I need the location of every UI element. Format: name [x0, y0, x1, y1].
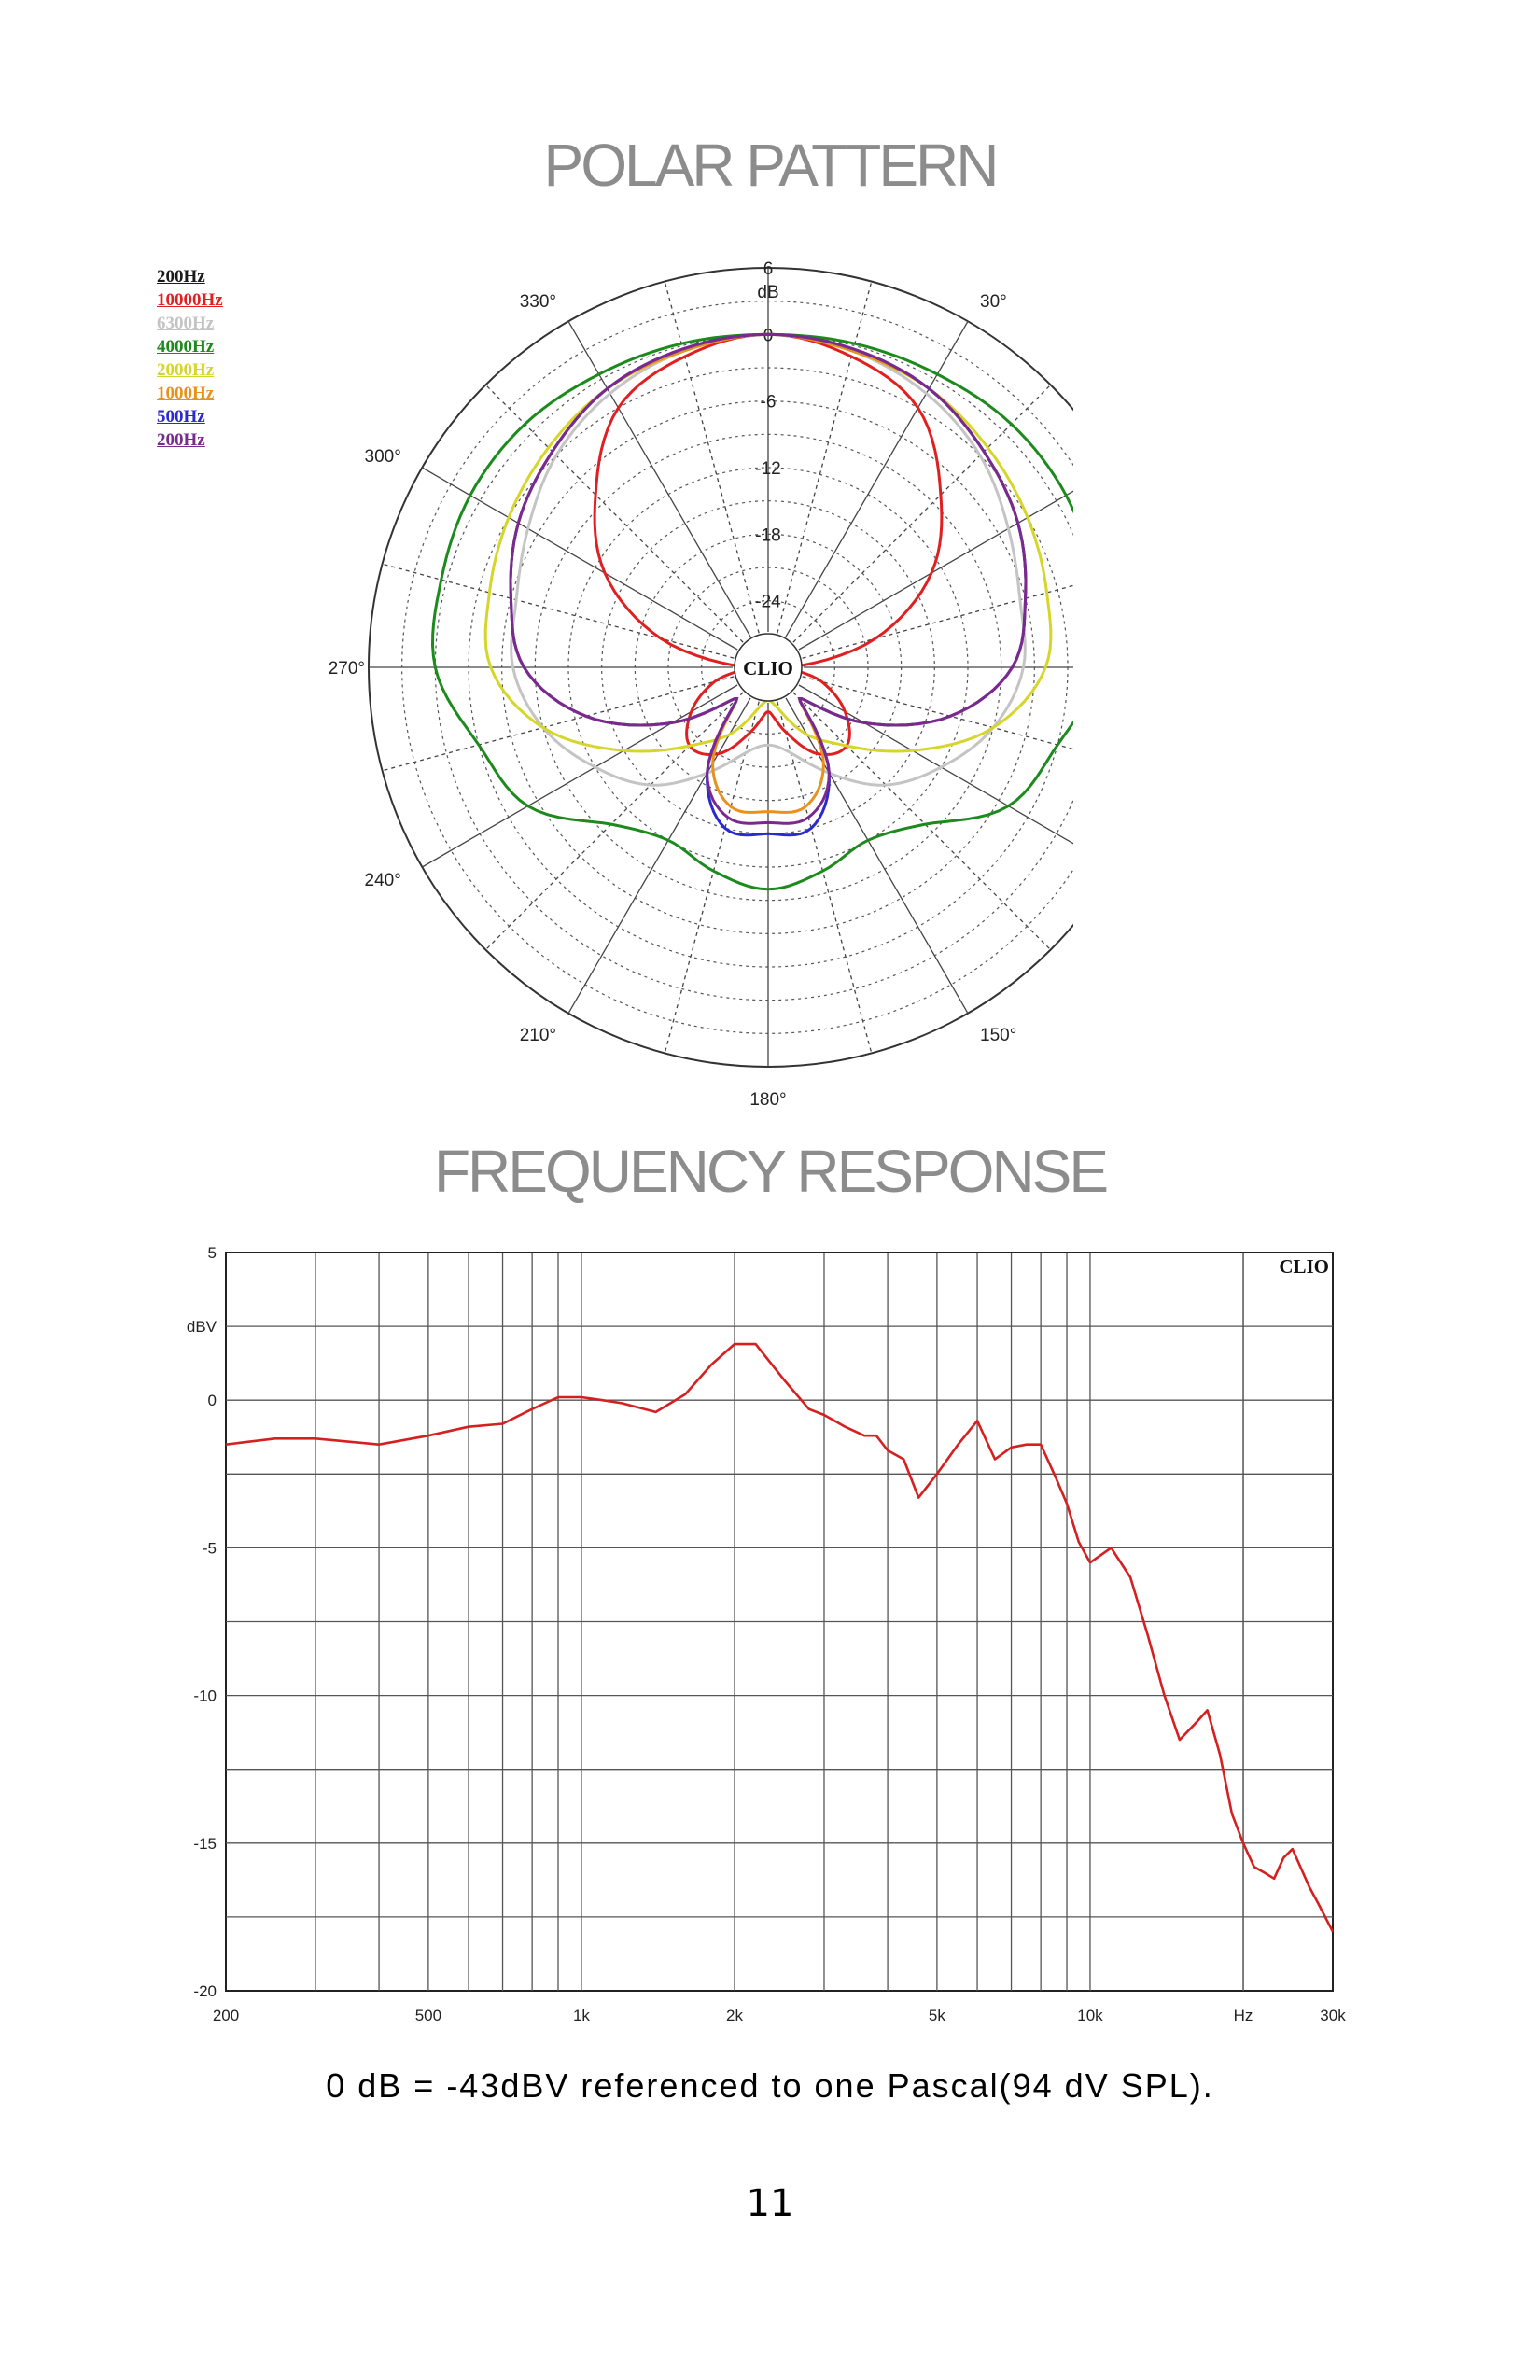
legend-entry-1: 10000Hz	[157, 290, 223, 310]
radial-tick-label: -18	[755, 525, 780, 545]
polar-spoke	[798, 490, 1073, 651]
polar-spoke	[484, 692, 744, 951]
frequency-response-line	[225, 1342, 1335, 1933]
polar-legend: 200Hz 10000Hz 6300Hz 4000Hz 2000Hz 1000Hz 500H…	[157, 265, 223, 452]
polar-chart: 60-6-12-18-24dB30°60°90°120°150°180°210°…	[329, 259, 1073, 1110]
y-tick-label: -5	[203, 1539, 217, 1557]
x-tick-label: 1k	[573, 2007, 590, 2024]
polar-spoke	[567, 697, 751, 1014]
radial-unit-label: dB	[757, 283, 778, 302]
angle-tick-label: 150°	[980, 1026, 1016, 1045]
y-tick-label: 5	[208, 1244, 217, 1262]
angle-tick-label: 210°	[520, 1026, 556, 1045]
x-tick-label: Hz	[1234, 2007, 1253, 2024]
polar-series-200Hz	[509, 332, 1028, 825]
polar-series-4000Hz	[430, 332, 1073, 891]
polar-spoke	[664, 281, 760, 634]
y-tick-label: -15	[193, 1835, 217, 1853]
polar-spoke	[422, 684, 738, 868]
frequency-response-title: FREQUENCY RESPONSE	[433, 1138, 1109, 1205]
legend-entry-4: 2000Hz	[157, 360, 215, 380]
angle-tick-label: 240°	[365, 871, 401, 890]
clio-logo: CLIO	[743, 657, 793, 679]
polar-spoke	[484, 384, 744, 643]
radial-tick-label: -24	[755, 593, 781, 612]
polar-series-6300Hz	[510, 332, 1027, 787]
polar-spoke	[802, 584, 1073, 659]
polar-spoke	[664, 701, 760, 1054]
legend-entry-6: 500Hz	[157, 407, 205, 427]
y-tick-label: -10	[193, 1687, 217, 1705]
x-tick-label: 5k	[929, 2007, 945, 2024]
y-tick-label: dBV	[187, 1318, 217, 1336]
legend-entry-7: 200Hz	[157, 430, 205, 450]
page-number: 11	[746, 2182, 794, 2225]
angle-tick-label: 270°	[329, 659, 365, 679]
polar-spoke	[802, 676, 1073, 750]
legend-entry-5: 1000Hz	[157, 384, 215, 403]
polar-spoke	[422, 467, 738, 651]
x-tick-label: 10k	[1077, 2007, 1103, 2024]
polar-spoke	[777, 701, 873, 1054]
x-tick-label: 30k	[1320, 2007, 1346, 2024]
polar-spoke	[798, 684, 1073, 845]
polar-spoke	[785, 697, 969, 1014]
polar-series-10000Hz	[593, 332, 944, 757]
reference-caption: 0 dB = -43dBV referenced to one Pascal(9…	[326, 2066, 1214, 2105]
y-tick-label: 0	[208, 1392, 217, 1409]
clio-logo: CLIO	[1279, 1255, 1329, 1278]
y-tick-label: -20	[193, 1982, 217, 2000]
x-tick-label: 2k	[726, 2007, 743, 2024]
x-tick-label: 200	[213, 2007, 239, 2024]
legend-entry-2: 6300Hz	[157, 314, 215, 333]
angle-tick-label: 180°	[749, 1090, 786, 1110]
polar-pattern-title: POLAR PATTERN	[543, 132, 1000, 199]
polar-spoke	[777, 281, 873, 634]
polar-spoke	[792, 692, 1052, 951]
polar-spoke	[792, 384, 1052, 643]
frequency-response-chart: 5 dBV 0 -5 -10 -15 -20 200 500 1k 2k 5k 10k Hz 30k CLIO	[187, 1244, 1346, 2024]
clio-badge	[734, 633, 803, 702]
angle-tick-label: 300°	[365, 447, 401, 467]
polar-spoke	[382, 563, 735, 659]
radial-tick-label: 6	[763, 259, 774, 279]
radial-tick-label: -6	[761, 393, 777, 413]
angle-tick-label: 330°	[520, 292, 556, 312]
legend-entry-0: 200Hz	[157, 267, 205, 287]
legend-entry-3: 4000Hz	[157, 337, 215, 357]
angle-tick-label: 30°	[980, 292, 1007, 312]
x-tick-label: 500	[415, 2007, 441, 2024]
polar-spoke	[382, 676, 735, 772]
radial-tick-label: -12	[755, 459, 780, 479]
radial-tick-label: 0	[763, 326, 774, 345]
